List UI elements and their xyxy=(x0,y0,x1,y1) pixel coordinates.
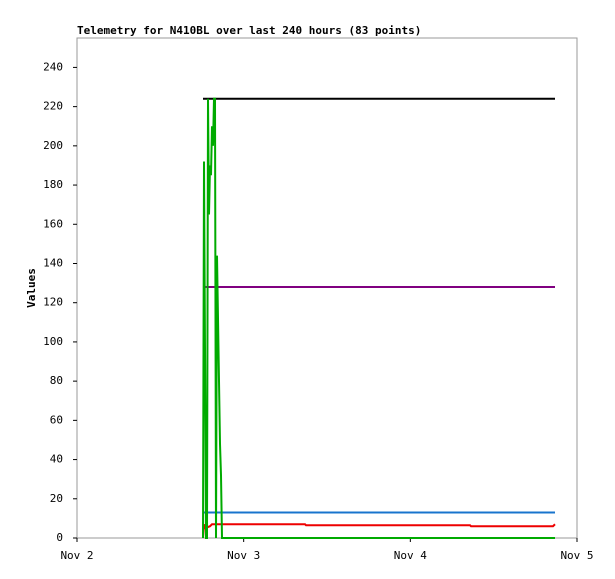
x-tick-label: Nov 5 xyxy=(560,549,593,562)
x-tick-label: Nov 3 xyxy=(227,549,260,562)
y-tick-label: 240 xyxy=(43,60,63,73)
series-line xyxy=(202,97,555,539)
x-tick-label: Nov 2 xyxy=(60,549,93,562)
y-tick-label: 180 xyxy=(43,178,63,191)
series-line xyxy=(202,523,556,539)
x-tick-label: Nov 4 xyxy=(394,549,427,562)
y-tick-label: 80 xyxy=(50,374,63,387)
y-axis-label: Values xyxy=(25,268,38,308)
y-tick-label: 200 xyxy=(43,139,63,152)
y-tick-label: 220 xyxy=(43,100,63,113)
y-tick-label: 40 xyxy=(50,453,63,466)
y-tick-label: 20 xyxy=(50,492,63,505)
y-tick-label: 140 xyxy=(43,256,63,269)
y-tick-label: 120 xyxy=(43,296,63,309)
chart-title: Telemetry for N410BL over last 240 hours… xyxy=(77,24,421,37)
y-tick-label: 160 xyxy=(43,217,63,230)
y-tick-label: 60 xyxy=(50,413,63,426)
y-tick-label: 100 xyxy=(43,335,63,348)
y-tick-label: 0 xyxy=(56,531,63,544)
